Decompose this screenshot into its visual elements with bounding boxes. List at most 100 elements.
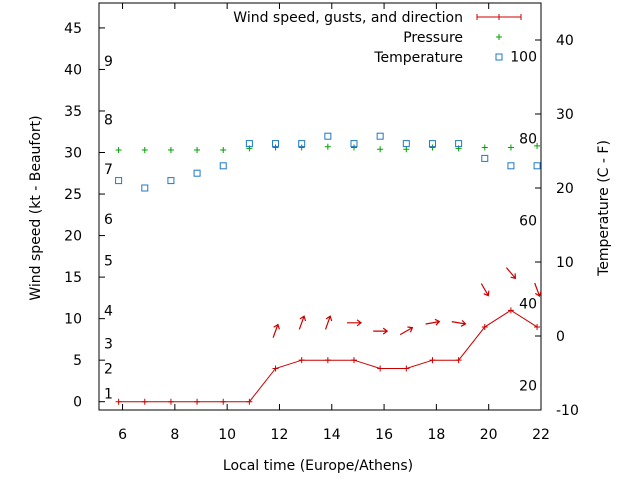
wind-point (220, 398, 227, 405)
temperature-point (428, 140, 436, 148)
beaufort-label: 2 (104, 361, 113, 377)
temperature-point (402, 140, 410, 148)
x-tick-label: 12 (271, 427, 289, 443)
y-tick-label: 20 (64, 229, 82, 245)
fahrenheit-label: 40 (519, 296, 537, 312)
temperature-point (455, 140, 463, 148)
temperature-point (350, 140, 358, 148)
y-axis-label: Wind speed (kt - Beaufort) (28, 115, 44, 300)
wind-point (141, 398, 148, 405)
legend-label: Wind speed, gusts, and direction (233, 10, 463, 26)
x-tick-label: 10 (218, 427, 236, 443)
wind-direction-arrow (347, 319, 362, 327)
x-tick-label: 22 (532, 427, 550, 443)
wind-point (377, 365, 384, 372)
pressure-point (115, 147, 122, 154)
beaufort-label: 7 (104, 162, 113, 178)
beaufort-label: 1 (104, 386, 113, 402)
fahrenheit-label: 20 (519, 379, 537, 395)
pressure-point (141, 147, 148, 154)
wind-direction-arrow (425, 318, 441, 326)
pressure-point (351, 144, 357, 151)
pressure-point (272, 144, 279, 151)
y-tick-label: 35 (64, 104, 82, 120)
y2-axis-label: Temperature (C - F) (596, 140, 612, 277)
legend-label: Temperature (373, 50, 463, 66)
y-tick-label: 0 (73, 395, 82, 411)
wind-direction-arrow (534, 282, 542, 298)
beaufort-label: 6 (104, 212, 113, 228)
pressure-point (377, 146, 384, 153)
temperature-point (481, 154, 489, 162)
pressure-point (534, 142, 541, 149)
pressure-point (403, 146, 410, 153)
pressure-point (220, 147, 227, 154)
y-tick-label: 40 (64, 62, 82, 78)
temperature-point (245, 140, 253, 148)
y-tick-label: 15 (64, 270, 82, 286)
wind-point (167, 398, 174, 405)
wind-point (429, 357, 436, 364)
wind-point (324, 357, 331, 364)
y2-tick-label: 10 (556, 255, 574, 271)
pressure-point (167, 147, 174, 154)
y2-tick-label: -10 (556, 403, 579, 419)
temperature-point (141, 184, 149, 192)
wind-point (481, 323, 488, 330)
wind-direction-arrow (505, 267, 517, 280)
x-tick-label: 6 (118, 427, 127, 443)
fahrenheit-label: 80 (519, 131, 537, 147)
pressure-point (507, 144, 514, 151)
y2-tick-label: 30 (556, 107, 574, 123)
fahrenheit-label: 100 (510, 49, 537, 65)
x-tick-label: 8 (170, 427, 179, 443)
pressure-point (429, 144, 436, 151)
temperature-point (167, 177, 175, 185)
pressure-point (194, 147, 201, 154)
temperature-point (324, 132, 332, 140)
legend-swatch-pressure (496, 34, 502, 40)
beaufort-label: 8 (104, 112, 113, 128)
wind-point (115, 398, 122, 405)
fahrenheit-label: 60 (519, 214, 537, 230)
wind-direction-arrow (399, 326, 414, 336)
y2-tick-label: 20 (556, 181, 574, 197)
y2-tick-label: 0 (556, 329, 565, 345)
wind-direction-arrow (272, 323, 280, 338)
wind-point (246, 398, 253, 405)
legend-swatch-wind (476, 14, 522, 20)
x-tick-label: 16 (375, 427, 393, 443)
wind-direction-arrow (480, 283, 490, 297)
wind-point (403, 365, 410, 372)
wind-point (298, 357, 305, 364)
y-tick-label: 5 (73, 353, 82, 369)
wind-direction-arrow (298, 315, 307, 330)
temperature-point (533, 162, 541, 170)
x-axis-label: Local time (Europe/Athens) (223, 458, 413, 474)
beaufort-label: 4 (104, 303, 113, 319)
pressure-point (324, 143, 331, 150)
temperature-point (298, 140, 306, 148)
y-tick-label: 45 (64, 21, 82, 37)
wind-point (455, 357, 462, 364)
temperature-point (193, 169, 201, 177)
temperature-point (376, 132, 384, 140)
temperature-point (219, 162, 227, 170)
y-tick-label: 30 (64, 146, 82, 162)
temperature-point (272, 140, 280, 148)
plot-frame (98, 2, 542, 411)
series-0 (115, 267, 542, 405)
y-tick-label: 25 (64, 187, 82, 203)
beaufort-label: 3 (104, 337, 113, 353)
wind-point (507, 307, 514, 314)
y-tick-label: 10 (64, 312, 82, 328)
wind-point (272, 365, 279, 372)
wind-direction-arrow (324, 315, 333, 330)
y2-tick-label: 40 (556, 33, 574, 49)
x-tick-label: 14 (323, 427, 341, 443)
beaufort-label: 5 (104, 253, 113, 269)
wind-direction-arrow (451, 319, 467, 327)
series-2 (115, 132, 541, 192)
